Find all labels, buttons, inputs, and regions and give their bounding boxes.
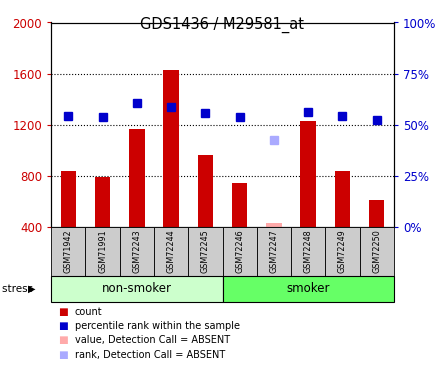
Text: GSM72244: GSM72244 — [166, 230, 176, 273]
Text: rank, Detection Call = ABSENT: rank, Detection Call = ABSENT — [75, 350, 225, 360]
Bar — [188, 227, 222, 276]
Bar — [266, 223, 282, 227]
Text: smoker: smoker — [287, 282, 330, 295]
Text: value, Detection Call = ABSENT: value, Detection Call = ABSENT — [75, 336, 230, 345]
Text: GSM72248: GSM72248 — [303, 230, 313, 273]
Bar — [154, 227, 188, 276]
Bar — [61, 171, 76, 227]
Bar — [95, 177, 110, 227]
Text: GSM72250: GSM72250 — [372, 230, 381, 273]
Text: count: count — [75, 307, 102, 317]
Text: ■: ■ — [58, 321, 68, 331]
Text: ■: ■ — [58, 350, 68, 360]
Text: non-smoker: non-smoker — [102, 282, 172, 295]
Bar — [300, 121, 316, 227]
Text: ■: ■ — [58, 336, 68, 345]
Bar — [198, 155, 213, 227]
Bar — [325, 227, 360, 276]
Text: GSM72245: GSM72245 — [201, 230, 210, 273]
Bar — [120, 227, 154, 276]
Bar — [222, 276, 394, 302]
Bar — [129, 129, 145, 227]
Text: GDS1436 / M29581_at: GDS1436 / M29581_at — [141, 17, 304, 33]
Text: percentile rank within the sample: percentile rank within the sample — [75, 321, 240, 331]
Bar — [163, 70, 179, 227]
Bar — [85, 227, 120, 276]
Text: GSM72249: GSM72249 — [338, 230, 347, 273]
Bar — [51, 227, 85, 276]
Bar — [222, 227, 257, 276]
Bar — [335, 171, 350, 227]
Text: ▶: ▶ — [28, 284, 35, 294]
Text: GSM72246: GSM72246 — [235, 230, 244, 273]
Bar — [369, 200, 384, 227]
Text: GSM72247: GSM72247 — [269, 230, 279, 273]
Bar — [257, 227, 291, 276]
Bar — [291, 227, 325, 276]
Text: GSM71942: GSM71942 — [64, 230, 73, 273]
Bar — [360, 227, 394, 276]
Text: stress: stress — [2, 284, 36, 294]
Text: GSM72243: GSM72243 — [132, 230, 142, 273]
Bar — [51, 276, 223, 302]
Text: ■: ■ — [58, 307, 68, 317]
Text: GSM71991: GSM71991 — [98, 230, 107, 273]
Bar — [232, 183, 247, 227]
